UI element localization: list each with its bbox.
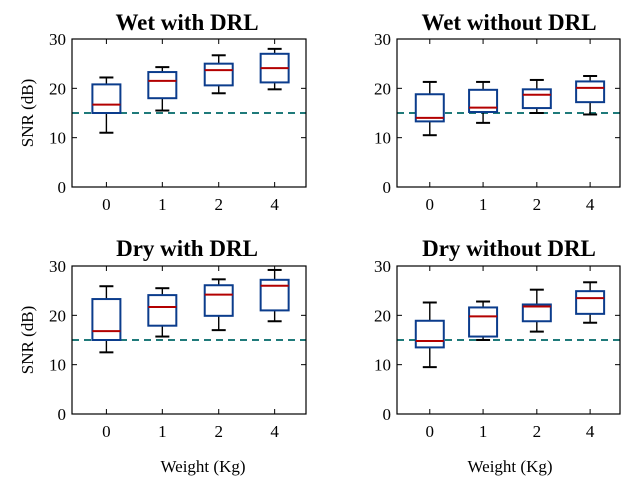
y-tick-label: 30 bbox=[49, 257, 66, 276]
box-2 bbox=[203, 278, 234, 332]
box-iqr bbox=[521, 303, 552, 323]
box-4 bbox=[575, 281, 606, 324]
box-1 bbox=[468, 80, 499, 124]
box-0 bbox=[91, 285, 122, 354]
plot-area: 0 10 20 30 0 1 2 4 bbox=[374, 257, 621, 441]
y-axis-label: SNR (dB) bbox=[18, 79, 37, 147]
x-tick-label: 0 bbox=[102, 422, 111, 441]
panel-dry-without-drl: Dry without DRL 0 10 20 30 0 1 2 4 Weight (Kg) bbox=[374, 236, 621, 476]
x-tick-label: 4 bbox=[270, 195, 279, 214]
plot-frame bbox=[71, 38, 307, 188]
box-iqr bbox=[259, 278, 290, 312]
y-tick-label: 10 bbox=[374, 129, 391, 148]
panel-title: Dry without DRL bbox=[422, 236, 596, 261]
x-tick-label: 0 bbox=[426, 195, 435, 214]
x-tick-label: 4 bbox=[586, 195, 595, 214]
box-iqr bbox=[91, 83, 122, 114]
x-axis-label: Weight (Kg) bbox=[160, 457, 245, 476]
plot-frame bbox=[396, 38, 621, 188]
box-0 bbox=[414, 80, 445, 137]
box-4 bbox=[575, 75, 606, 116]
y-tick-label: 0 bbox=[58, 405, 67, 424]
box-iqr bbox=[147, 71, 178, 100]
x-axis-label: Weight (Kg) bbox=[467, 457, 552, 476]
box-iqr bbox=[575, 290, 606, 315]
x-tick-label: 1 bbox=[158, 195, 167, 214]
box-0 bbox=[91, 76, 122, 134]
x-tick-label: 0 bbox=[102, 195, 111, 214]
y-tick-label: 20 bbox=[49, 306, 66, 325]
y-tick-label: 20 bbox=[49, 79, 66, 98]
plot-frame bbox=[71, 265, 307, 415]
y-tick-label: 30 bbox=[374, 257, 391, 276]
panel-title: Dry with DRL bbox=[116, 236, 258, 261]
box-iqr bbox=[468, 306, 499, 338]
box-4 bbox=[259, 47, 290, 91]
y-tick-label: 20 bbox=[374, 306, 391, 325]
y-tick-label: 20 bbox=[374, 79, 391, 98]
y-tick-label: 10 bbox=[49, 129, 66, 148]
x-tick-label: 0 bbox=[426, 422, 435, 441]
panel-dry-with-drl: Dry with DRL 0 10 20 30 0 1 2 4 SNR (dB) Weight… bbox=[18, 236, 307, 476]
plot-frame bbox=[396, 265, 621, 415]
y-tick-label: 10 bbox=[49, 356, 66, 375]
x-tick-label: 1 bbox=[158, 422, 167, 441]
y-axis-label: SNR (dB) bbox=[18, 306, 37, 374]
y-tick-label: 30 bbox=[374, 30, 391, 49]
box-4 bbox=[259, 268, 290, 323]
panel-wet-with-drl: Wet with DRL 0 10 20 30 0 1 2 4 SNR (dB) bbox=[18, 10, 307, 214]
box-iqr bbox=[147, 294, 178, 327]
x-tick-label: 2 bbox=[214, 422, 223, 441]
plot-area: 0 10 20 30 0 1 2 4 bbox=[49, 30, 307, 214]
box-iqr bbox=[468, 88, 499, 114]
box-2 bbox=[521, 78, 552, 114]
box-1 bbox=[147, 66, 178, 112]
box-iqr bbox=[575, 80, 606, 104]
panel-wet-without-drl: Wet without DRL 0 10 20 30 0 1 2 4 bbox=[374, 10, 621, 214]
box-2 bbox=[203, 54, 234, 95]
y-tick-label: 10 bbox=[374, 356, 391, 375]
panel-title: Wet with DRL bbox=[115, 10, 258, 35]
y-tick-label: 30 bbox=[49, 30, 66, 49]
x-tick-label: 2 bbox=[214, 195, 223, 214]
x-tick-label: 2 bbox=[533, 422, 542, 441]
y-tick-label: 0 bbox=[383, 405, 392, 424]
box-iqr bbox=[521, 88, 552, 110]
box-0 bbox=[414, 301, 445, 369]
box-iqr bbox=[414, 319, 445, 349]
box-iqr bbox=[414, 93, 445, 123]
box-iqr bbox=[203, 284, 234, 317]
y-tick-label: 0 bbox=[383, 178, 392, 197]
plot-area: 0 10 20 30 0 1 2 4 bbox=[49, 257, 307, 441]
box-iqr bbox=[203, 62, 234, 87]
box-iqr bbox=[91, 298, 122, 342]
box-1 bbox=[147, 287, 178, 338]
box-1 bbox=[468, 300, 499, 341]
panel-title: Wet without DRL bbox=[421, 10, 596, 35]
x-tick-label: 2 bbox=[533, 195, 542, 214]
x-tick-label: 1 bbox=[479, 422, 488, 441]
y-tick-label: 0 bbox=[58, 178, 67, 197]
x-tick-label: 1 bbox=[479, 195, 488, 214]
x-tick-label: 4 bbox=[270, 422, 279, 441]
x-tick-label: 4 bbox=[586, 422, 595, 441]
plot-area: 0 10 20 30 0 1 2 4 bbox=[374, 30, 621, 214]
box-2 bbox=[521, 288, 552, 333]
